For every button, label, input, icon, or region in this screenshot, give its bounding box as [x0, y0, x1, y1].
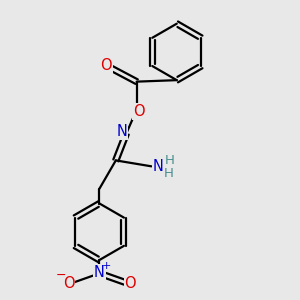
Text: O: O [63, 276, 75, 291]
Text: N: N [153, 159, 164, 174]
Text: H: H [165, 154, 175, 167]
Text: +: + [101, 261, 111, 271]
Text: N: N [94, 265, 105, 280]
Text: O: O [133, 104, 145, 119]
Text: N: N [116, 124, 127, 140]
Text: O: O [100, 58, 112, 74]
Text: O: O [124, 276, 136, 291]
Text: H: H [164, 167, 173, 180]
Text: −: − [56, 269, 67, 282]
